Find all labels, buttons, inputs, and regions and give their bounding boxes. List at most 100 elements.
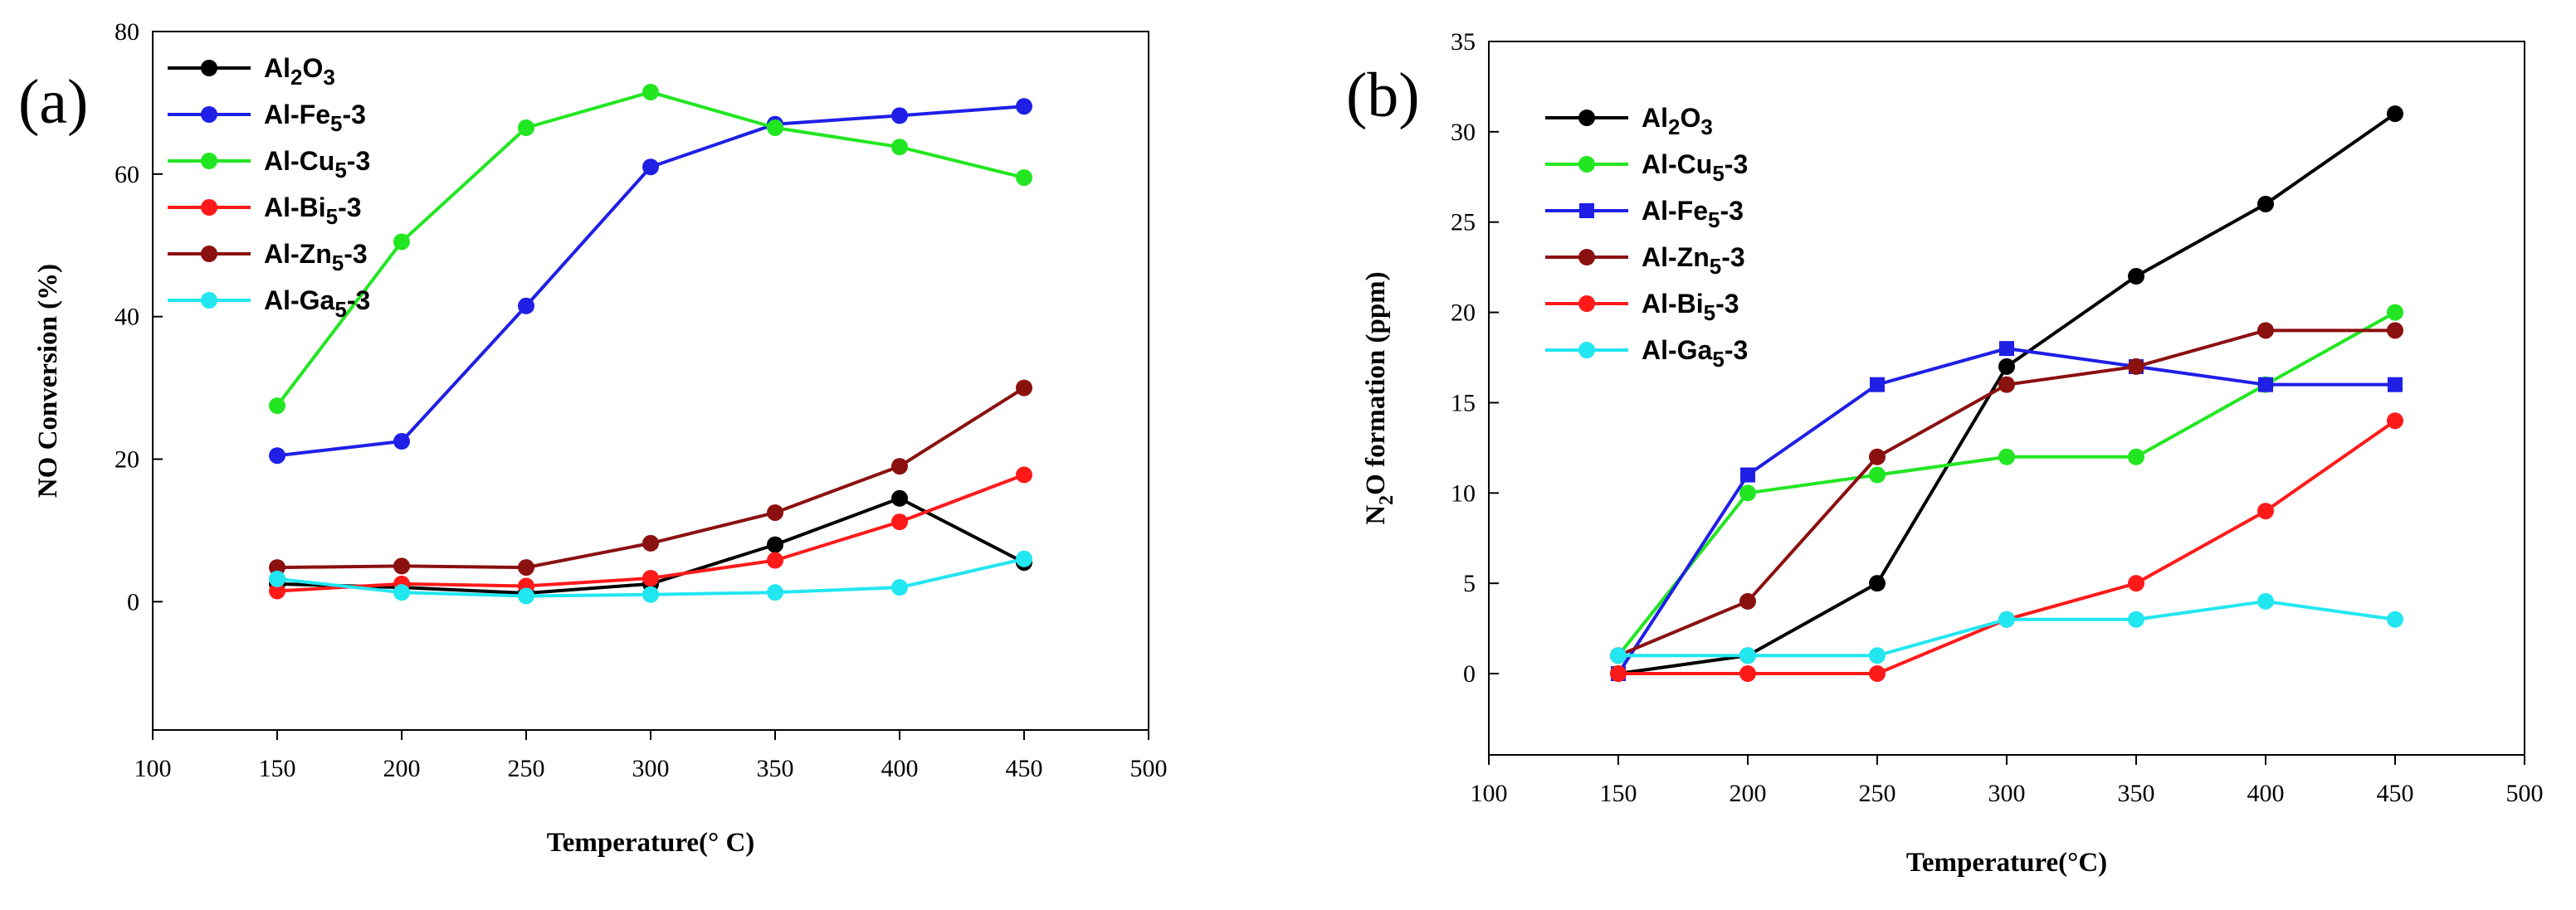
legend-label-al2o3: Al2O3 bbox=[1642, 103, 1713, 139]
y-tick-label: 0 bbox=[1463, 660, 1476, 688]
legend-marker-al-zn5-3 bbox=[201, 246, 217, 262]
legend-label-al-bi5-3: Al-Bi5-3 bbox=[1642, 289, 1739, 325]
data-point-al-zn5-3 bbox=[1016, 379, 1032, 397]
x-tick-label: 300 bbox=[1988, 780, 2026, 807]
panel-a-label: (a) bbox=[18, 67, 88, 137]
data-point-al-bi5-3 bbox=[2387, 412, 2403, 430]
x-tick-label: 400 bbox=[2247, 780, 2285, 807]
data-point-al-cu5-3 bbox=[1739, 484, 1756, 502]
data-point-al-cu5-3 bbox=[2387, 304, 2403, 321]
data-point-al-cu5-3 bbox=[518, 119, 534, 136]
x-tick-label: 150 bbox=[259, 755, 296, 782]
data-point-al-cu5-3 bbox=[2128, 448, 2144, 465]
data-point-al-fe5-3 bbox=[518, 297, 534, 314]
data-point-al-fe5-3 bbox=[1740, 467, 1755, 483]
data-point-al-bi5-3 bbox=[1610, 665, 1627, 683]
x-tick-label: 450 bbox=[1006, 755, 1043, 782]
data-point-al-ga5-3 bbox=[2387, 611, 2403, 628]
data-point-al-fe5-3 bbox=[891, 107, 908, 124]
legend-marker-al2o3 bbox=[1578, 109, 1595, 126]
data-point-al-fe5-3 bbox=[393, 433, 410, 450]
data-point-al-fe5-3 bbox=[2388, 377, 2403, 392]
panel-a-ticks: 100 150 200 250 300 350 400 450 500 0 20 40 60 80 bbox=[115, 18, 1168, 782]
data-point-al2o3 bbox=[891, 489, 908, 507]
data-point-al-ga5-3 bbox=[518, 587, 534, 605]
data-point-al-bi5-3 bbox=[2128, 575, 2144, 592]
panel-a-y-axis-title: NO Conversion (%) bbox=[33, 264, 63, 498]
data-point-al2o3 bbox=[2128, 268, 2144, 285]
data-point-al-ga5-3 bbox=[1739, 647, 1756, 664]
panel-b-x-axis-title: Temperature(°C) bbox=[1906, 848, 2107, 878]
y-tick-label: 80 bbox=[115, 18, 139, 46]
data-point-al2o3 bbox=[1998, 358, 2015, 375]
legend-marker-al-cu5-3 bbox=[1578, 156, 1595, 173]
data-point-al-fe5-3 bbox=[1999, 341, 2014, 357]
data-point-al-bi5-3 bbox=[1016, 466, 1032, 484]
panel-a-legend: Al2O3 Al-Fe5-3 Al-Cu5-3 Al-Bi5-3 Al-Zn5-3 Al-… bbox=[168, 53, 370, 322]
legend-marker-al-fe5-3 bbox=[201, 106, 217, 123]
legend-label-al-bi5-3: Al-Bi5-3 bbox=[264, 192, 362, 229]
data-point-al-zn5-3 bbox=[1998, 376, 2015, 393]
legend-marker-al2o3 bbox=[201, 60, 217, 76]
data-point-al-zn5-3 bbox=[393, 557, 410, 575]
data-point-al2o3 bbox=[2257, 195, 2274, 212]
y-tick-label: 30 bbox=[1451, 119, 1476, 146]
data-point-al-bi5-3 bbox=[269, 582, 285, 600]
legend-label-al-zn5-3: Al-Zn5-3 bbox=[264, 239, 368, 275]
legend-label-al-ga5-3: Al-Ga5-3 bbox=[264, 285, 370, 322]
data-point-al-bi5-3 bbox=[1739, 665, 1756, 683]
panel-b-frame bbox=[1488, 41, 2525, 756]
data-point-al-ga5-3 bbox=[767, 584, 783, 601]
legend-label-al2o3: Al2O3 bbox=[264, 53, 335, 90]
data-point-al-zn5-3 bbox=[518, 559, 534, 577]
x-tick-label: 200 bbox=[383, 755, 421, 782]
x-tick-label: 350 bbox=[757, 755, 794, 782]
data-point-al-ga5-3 bbox=[891, 579, 908, 596]
legend-marker-al-zn5-3 bbox=[1578, 249, 1595, 265]
data-point-al-bi5-3 bbox=[891, 513, 908, 531]
chart-panel-b: (b) Temperature(°C) N2O formation (ppm) … bbox=[1346, 28, 2544, 878]
data-point-al-cu5-3 bbox=[1016, 169, 1032, 187]
x-tick-label: 450 bbox=[2377, 780, 2414, 807]
panel-b-legend: Al2O3 Al-Cu5-3 Al-Fe5-3 Al-Zn5-3 Al-Bi5-3 Al-… bbox=[1545, 103, 1748, 372]
data-point-al-ga5-3 bbox=[1998, 611, 2015, 628]
x-tick-label: 300 bbox=[632, 755, 670, 782]
data-point-al-zn5-3 bbox=[2387, 322, 2403, 339]
data-point-al-ga5-3 bbox=[1869, 647, 1886, 664]
data-point-al-fe5-3 bbox=[642, 158, 659, 176]
panel-a-series bbox=[269, 84, 1032, 605]
data-point-al-bi5-3 bbox=[642, 569, 659, 586]
x-tick-label: 150 bbox=[1600, 780, 1637, 807]
series-line-al-cu5-3 bbox=[276, 90, 1025, 407]
x-tick-label: 250 bbox=[508, 755, 545, 782]
x-tick-label: 350 bbox=[2118, 780, 2155, 807]
data-point-al-cu5-3 bbox=[269, 397, 285, 415]
legend-marker-al-bi5-3 bbox=[1578, 295, 1595, 312]
x-tick-label: 400 bbox=[881, 755, 919, 782]
x-tick-label: 100 bbox=[1471, 780, 1508, 807]
panel-b-label: (b) bbox=[1346, 61, 1420, 130]
data-point-al-zn5-3 bbox=[2128, 358, 2144, 375]
data-point-al-ga5-3 bbox=[1610, 647, 1627, 664]
data-point-al-cu5-3 bbox=[767, 119, 783, 136]
x-tick-label: 250 bbox=[1859, 780, 1896, 807]
data-point-al2o3 bbox=[2387, 105, 2403, 123]
data-point-al-ga5-3 bbox=[393, 584, 410, 601]
chart-panel-a: (a) Temperature(° C) NO Conversion (%) 1… bbox=[18, 18, 1168, 858]
y-tick-label: 40 bbox=[115, 304, 139, 331]
legend-marker-al-bi5-3 bbox=[201, 199, 217, 216]
data-point-al-zn5-3 bbox=[891, 458, 908, 475]
data-point-al2o3 bbox=[767, 536, 783, 553]
data-point-al-zn5-3 bbox=[269, 559, 285, 577]
data-point-al-cu5-3 bbox=[1869, 466, 1886, 484]
legend-label-al-zn5-3: Al-Zn5-3 bbox=[1642, 242, 1745, 279]
data-point-al2o3 bbox=[1869, 575, 1886, 592]
legend-label-al-fe5-3: Al-Fe5-3 bbox=[1642, 196, 1744, 232]
y-tick-label: 20 bbox=[115, 446, 139, 474]
data-point-al-fe5-3 bbox=[1870, 377, 1885, 392]
legend-label-al-cu5-3: Al-Cu5-3 bbox=[1642, 149, 1748, 186]
legend-marker-al-ga5-3 bbox=[201, 292, 217, 309]
x-tick-label: 500 bbox=[1130, 755, 1168, 782]
x-tick-label: 200 bbox=[1730, 780, 1767, 807]
